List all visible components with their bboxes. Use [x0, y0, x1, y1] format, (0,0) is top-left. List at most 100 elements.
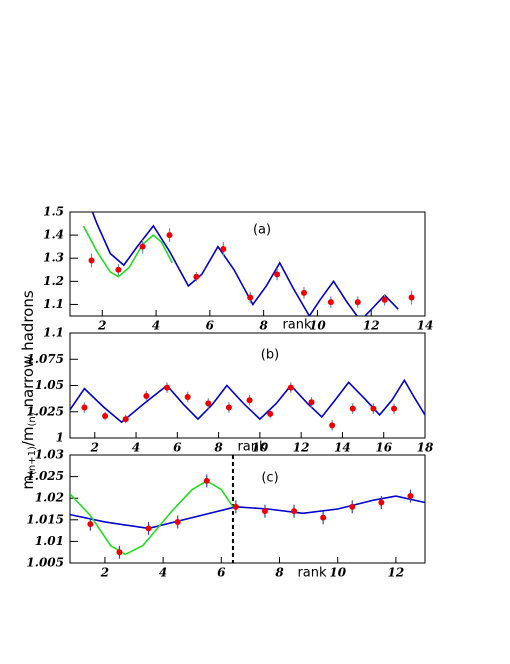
- data-point: [408, 294, 415, 301]
- x-tick-label: 6: [217, 566, 226, 580]
- data-point: [87, 521, 94, 528]
- y-tick-label: 1.05: [35, 378, 64, 392]
- x-tick-label: 8: [259, 319, 268, 333]
- plot-frame: [69, 332, 426, 439]
- x-tick-label: 4: [159, 566, 167, 580]
- x-tick-label: 12: [388, 566, 405, 580]
- y-tick-label: 1.4: [43, 228, 64, 242]
- x-tick-label: 12: [293, 441, 310, 455]
- y-tick-label: 1.02: [35, 491, 64, 505]
- x-tick-label: 4: [132, 441, 140, 455]
- plot-area: [70, 378, 425, 431]
- data-point: [261, 508, 268, 515]
- y-tick-label: 1.03: [35, 448, 64, 462]
- data-point: [349, 503, 356, 510]
- data-point: [329, 422, 336, 429]
- data-point: [287, 384, 294, 391]
- x-axis-label: rank: [237, 440, 267, 455]
- y-tick-label: 1.2: [43, 274, 64, 288]
- panel-label: (c): [261, 471, 278, 486]
- data-point: [81, 404, 88, 411]
- data-point: [145, 525, 152, 532]
- panel-label: (b): [261, 348, 279, 363]
- y-tick-label: 1.015: [26, 512, 64, 526]
- y-tick-label: 1: [56, 431, 64, 445]
- plot-frame: [69, 454, 426, 564]
- y-tick-label: 1.01: [35, 534, 64, 548]
- data-point: [102, 412, 109, 419]
- data-point: [247, 294, 254, 301]
- y-tick-label: 1.3: [43, 251, 64, 265]
- data-point: [381, 296, 388, 303]
- x-tick-label: 18: [417, 441, 434, 455]
- x-axis-label: rank: [297, 566, 327, 581]
- x-tick-label: 14: [417, 319, 434, 333]
- x-tick-label: 6: [206, 319, 215, 333]
- fit-curve: [70, 495, 425, 530]
- data-point: [407, 493, 414, 500]
- data-point: [164, 384, 171, 391]
- y-tick-label: 1.1: [43, 297, 64, 311]
- x-tick-label: 2: [100, 566, 109, 580]
- data-point: [116, 549, 123, 556]
- data-point: [378, 499, 385, 506]
- y-tick-label: 1.5: [43, 205, 64, 219]
- data-point: [274, 271, 281, 278]
- x-tick-label: 8: [214, 441, 223, 455]
- x-tick-label: 2: [97, 319, 106, 333]
- data-point: [184, 394, 191, 401]
- x-tick-label: 12: [363, 319, 380, 333]
- data-point: [115, 266, 122, 273]
- data-point: [220, 245, 227, 252]
- data-point: [203, 477, 210, 484]
- y-label-part: m: [19, 475, 37, 490]
- data-point: [225, 404, 232, 411]
- x-tick-label: 6: [173, 441, 182, 455]
- y-tick-label: 1.075: [26, 352, 64, 366]
- data-point: [174, 518, 181, 525]
- plot-frame: [69, 211, 426, 317]
- data-point: [193, 273, 200, 280]
- data-point: [308, 399, 315, 406]
- data-point: [143, 393, 150, 399]
- y-label-part: /m: [19, 426, 37, 446]
- plot-area: [70, 455, 425, 563]
- data-point: [267, 410, 274, 417]
- y-label-part: narrow hadrons: [19, 290, 37, 412]
- fit-curve: [70, 378, 425, 424]
- fit-curve: [70, 479, 234, 556]
- data-point: [300, 289, 307, 296]
- data-point: [354, 299, 361, 306]
- data-point: [327, 299, 334, 306]
- x-tick-label: 4: [152, 319, 160, 333]
- x-tick-label: 16: [375, 441, 392, 455]
- x-tick-label: 14: [334, 441, 351, 455]
- fit-curve: [82, 225, 173, 278]
- data-point: [166, 232, 173, 239]
- data-point: [88, 257, 95, 264]
- data-point: [139, 243, 146, 250]
- x-tick-label: 2: [90, 441, 99, 455]
- panel-label: (a): [253, 223, 271, 238]
- x-tick-label: 10: [252, 441, 269, 455]
- y-tick-label: 1.005: [26, 556, 64, 570]
- y-label-part: (n): [27, 412, 38, 426]
- y-tick-label: 1.1: [43, 326, 64, 340]
- data-point: [349, 405, 356, 412]
- fit-curve: [91, 212, 399, 316]
- data-point: [291, 508, 298, 515]
- y-tick-label: 1.025: [26, 404, 64, 418]
- x-tick-label: 10: [309, 319, 326, 333]
- data-point: [232, 503, 239, 510]
- data-point: [122, 416, 129, 423]
- data-point: [391, 405, 398, 412]
- plot-area: [82, 212, 415, 316]
- data-point: [205, 400, 212, 407]
- x-axis-label: rank: [282, 318, 312, 333]
- data-point: [320, 514, 327, 521]
- data-point: [246, 397, 253, 404]
- y-tick-label: 1.025: [26, 469, 64, 483]
- x-tick-label: 8: [275, 566, 284, 580]
- y-axis-label: m(n+1)/m(n) narrow hadrons: [19, 290, 39, 489]
